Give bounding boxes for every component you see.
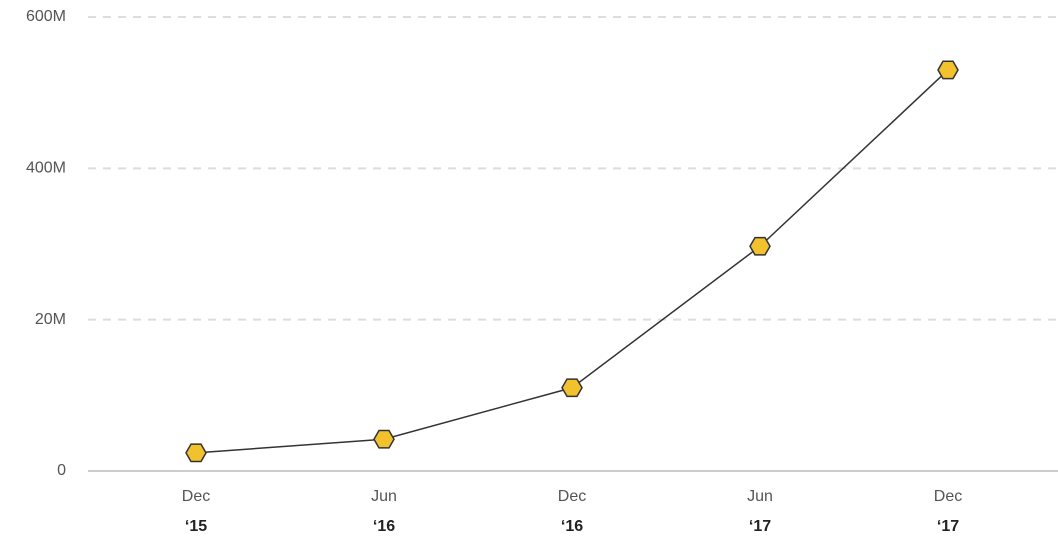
x-tick-label: Jun	[747, 488, 773, 505]
point	[561, 378, 583, 398]
point	[373, 429, 395, 449]
x-tick-label: Dec	[934, 488, 962, 505]
x-tick-label: ‘15	[185, 518, 207, 535]
y-tick-label: 0	[57, 462, 66, 479]
y-tick-label: 20M	[35, 311, 66, 328]
x-tick-label: Jun	[371, 488, 397, 505]
x-tick-label: ‘16	[561, 518, 583, 535]
point	[749, 236, 771, 256]
y-tick-label: 400M	[26, 160, 66, 177]
y-tick-label: 600M	[26, 8, 66, 25]
x-tick-label: ‘17	[937, 518, 959, 535]
x-tick-label: Dec	[182, 488, 210, 505]
x-tick-label: Dec	[558, 488, 586, 505]
point	[185, 443, 207, 463]
point	[937, 60, 959, 80]
x-tick-label: ‘16	[373, 518, 395, 535]
x-tick-label: ‘17	[749, 518, 771, 535]
